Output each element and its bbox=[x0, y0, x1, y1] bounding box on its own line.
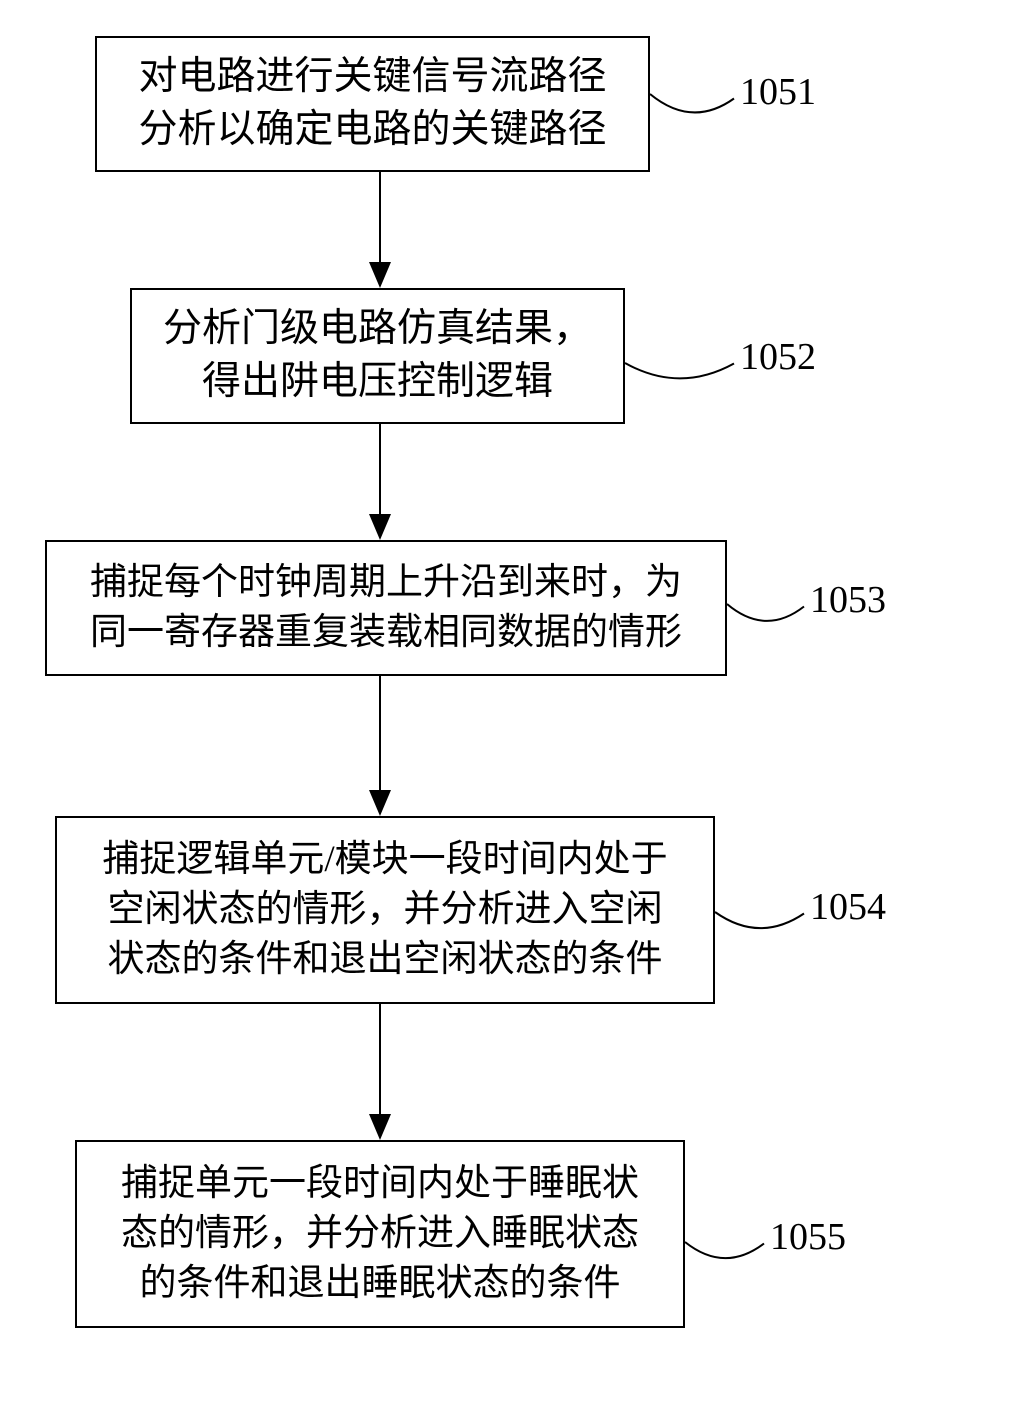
flow-label-b2: 1052 bbox=[740, 335, 816, 379]
flow-label-b5: 1055 bbox=[770, 1215, 846, 1259]
flow-box-b1: 对电路进行关键信号流路径分析以确定电路的关键路径 bbox=[95, 36, 650, 172]
flow-box-b2: 分析门级电路仿真结果，得出阱电压控制逻辑 bbox=[130, 288, 625, 424]
flow-label-b1: 1051 bbox=[740, 70, 816, 114]
flow-label-b4: 1054 bbox=[810, 885, 886, 929]
flow-box-text: 捕捉逻辑单元/模块一段时间内处于空闲状态的情形，并分析进入空闲状态的条件和退出空… bbox=[102, 835, 667, 985]
flow-box-text: 分析门级电路仿真结果，得出阱电压控制逻辑 bbox=[163, 303, 592, 408]
flow-box-b4: 捕捉逻辑单元/模块一段时间内处于空闲状态的情形，并分析进入空闲状态的条件和退出空… bbox=[55, 816, 715, 1004]
flow-box-text: 捕捉单元一段时间内处于睡眠状态的情形，并分析进入睡眠状态的条件和退出睡眠状态的条… bbox=[121, 1159, 639, 1309]
flow-box-text: 捕捉每个时钟周期上升沿到来时，为同一寄存器重复装载相同数据的情形 bbox=[90, 558, 682, 658]
flow-box-text: 对电路进行关键信号流路径分析以确定电路的关键路径 bbox=[138, 51, 606, 156]
flow-box-b3: 捕捉每个时钟周期上升沿到来时，为同一寄存器重复装载相同数据的情形 bbox=[45, 540, 727, 676]
flow-label-b3: 1053 bbox=[810, 578, 886, 622]
flow-box-b5: 捕捉单元一段时间内处于睡眠状态的情形，并分析进入睡眠状态的条件和退出睡眠状态的条… bbox=[75, 1140, 685, 1328]
